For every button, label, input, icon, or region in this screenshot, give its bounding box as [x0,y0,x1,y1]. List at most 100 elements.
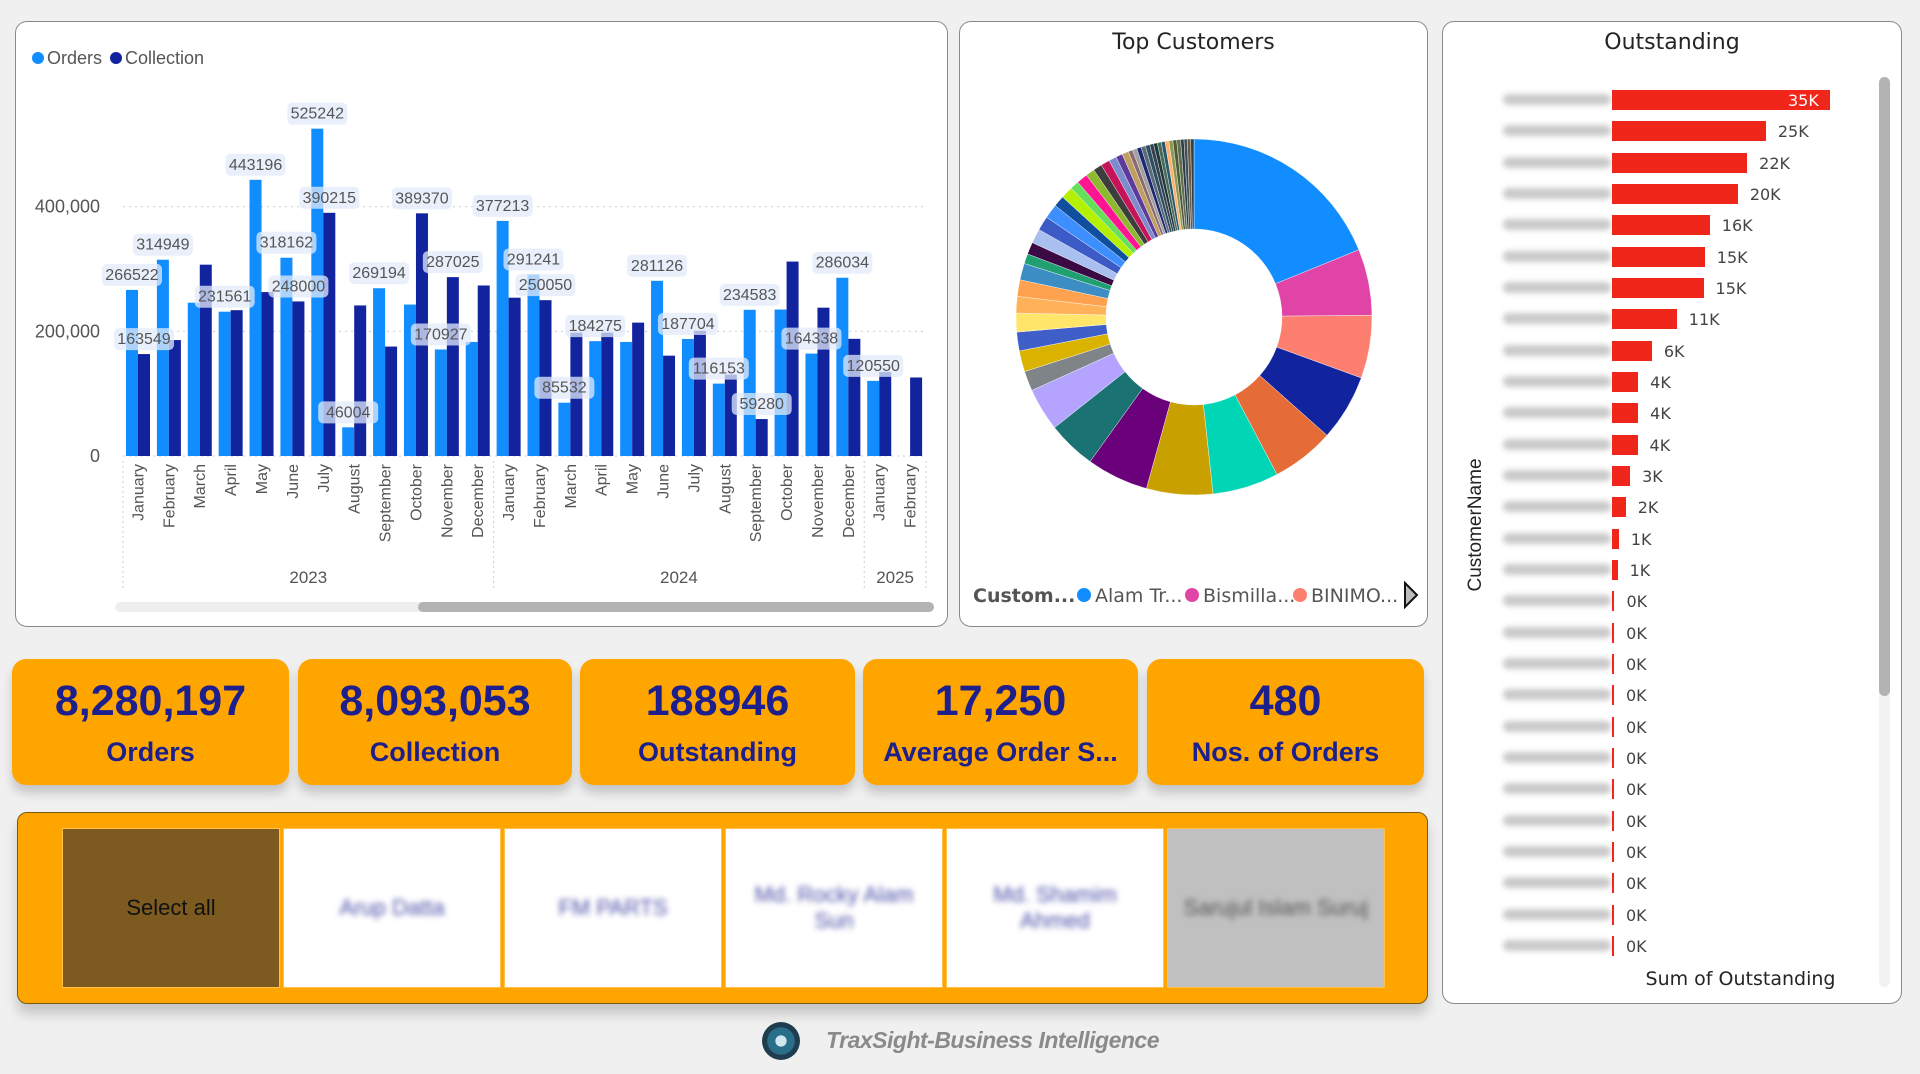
data-label: 6K [1663,341,1685,361]
slicer-item-label: Select all [126,895,216,920]
data-label-background [194,285,255,308]
data-label: 318162 [260,235,313,252]
outstanding-bar [1612,497,1626,518]
bar-orders [805,353,818,456]
bar-orders [373,288,386,456]
bar-collection [354,305,367,456]
legend-next-arrow-icon[interactable] [1404,580,1419,610]
y-tick-label: 200,000 [35,321,100,341]
outstanding-bar [1612,121,1766,142]
data-label: 1K [1629,560,1651,580]
x-tick-label: August [347,463,364,513]
kpi-average-order-size: 17,250 Average Order S... [863,659,1138,785]
customer-name-redacted [1503,94,1611,105]
brand-logo-icon [762,1022,800,1060]
data-label-background [781,327,842,350]
bar-collection [261,292,274,456]
customer-name-redacted [1503,720,1611,732]
kpi-value: 188946 [645,677,790,725]
customer-name-redacted [1503,219,1611,231]
outstanding-bar [1612,246,1705,267]
data-label: 16K [1721,216,1753,236]
kpi-orders: 8,280,197 Orders [12,659,289,785]
slicer-item[interactable]: Arup Datta [283,828,501,988]
x-tick-label: May [254,464,271,494]
slicer-item-label: Sarujul Islam Suruj [1183,895,1369,920]
customer-name-redacted [1503,532,1611,544]
data-label: 231561 [198,289,251,306]
scrollbar-thumb[interactable] [1879,77,1890,696]
slicer-item[interactable]: Sarujul Islam Suruj [1167,828,1385,988]
bar-collection [138,354,150,456]
bar-orders [712,383,725,456]
legend-title: Custom... [973,585,1075,607]
bar-collection [601,332,614,456]
bar-collection [477,285,490,456]
slicer-item-label: FM PARTS [558,895,668,920]
data-label: 187704 [661,316,714,333]
outstanding-bar [1612,904,1614,925]
data-label: 0K [1626,748,1647,768]
data-label: 164338 [785,331,838,348]
x-tick-label: November [439,463,456,537]
x-tick-label: June [655,464,672,499]
data-label: 120550 [847,358,900,375]
slicer-item[interactable]: Md. Shamim Ahmed [946,828,1164,988]
bar-row: 0K [1443,841,1883,862]
bar-row: 15K [1443,246,1883,267]
x-tick-label: April [223,464,240,496]
kpi-label: Outstanding [638,737,797,767]
bar-orders [681,339,694,456]
data-label: 15K [1715,278,1747,298]
data-label: 291241 [507,251,560,268]
data-label: 11K [1688,310,1720,330]
bar-row: 22K [1443,152,1883,173]
legend-label: BINIMO... [1311,585,1398,607]
data-label-background [731,393,792,416]
scrollbar-thumb[interactable] [418,602,934,612]
donut-slice [1190,138,1195,230]
data-label: 0K [1626,874,1647,894]
outstanding-bar [1612,559,1618,580]
customer-name-redacted [1503,908,1611,920]
customer-name-redacted [1503,939,1611,951]
x-tick-label: May [625,464,642,494]
kpi-outstanding: 188946 Outstanding [580,659,855,785]
slicer-item-label: Md. Rocky Alam Sun [754,882,914,933]
data-label: 85532 [542,380,587,397]
customer-name-redacted [1503,657,1611,669]
data-label: 116153 [693,361,745,378]
bar-row: 25K [1443,121,1883,142]
bar-orders [156,259,169,456]
year-label: 2023 [289,568,327,587]
customer-name-redacted [1503,626,1611,638]
bar-row: 1K [1443,559,1883,580]
slicer-item[interactable]: FM PARTS [504,828,722,988]
outstanding-bar [1612,465,1631,486]
legend-marker [1077,588,1091,602]
bar-row: 0K [1443,622,1883,643]
data-label-background [627,254,688,277]
data-label: 287025 [426,254,479,271]
customer-name-redacted [1503,375,1611,387]
data-label: 0K [1626,905,1647,925]
data-label-background [391,187,452,210]
data-label: 4K [1649,435,1671,455]
x-tick-label: September [378,463,395,542]
top-customers-chart: Top Customers Custom... Alam Tr... Bismill… [959,21,1428,627]
bar-row: 0K [1443,747,1883,768]
x-tick-label: December [470,463,487,537]
slicer-item-select-all[interactable]: Select all [62,828,280,988]
bar-collection [508,297,521,456]
bar-orders [620,341,633,456]
bar-orders [867,380,880,456]
data-label: 266522 [105,267,158,284]
data-label-background [410,323,471,346]
x-tick-label: November [810,463,827,537]
data-label: 1K [1630,529,1652,549]
x-tick-label: July [316,464,333,492]
outstanding-bar [1612,90,1830,110]
slicer-item[interactable]: Md. Rocky Alam Sun [725,828,943,988]
data-label-background [534,376,595,399]
data-label: 22K [1759,153,1791,173]
